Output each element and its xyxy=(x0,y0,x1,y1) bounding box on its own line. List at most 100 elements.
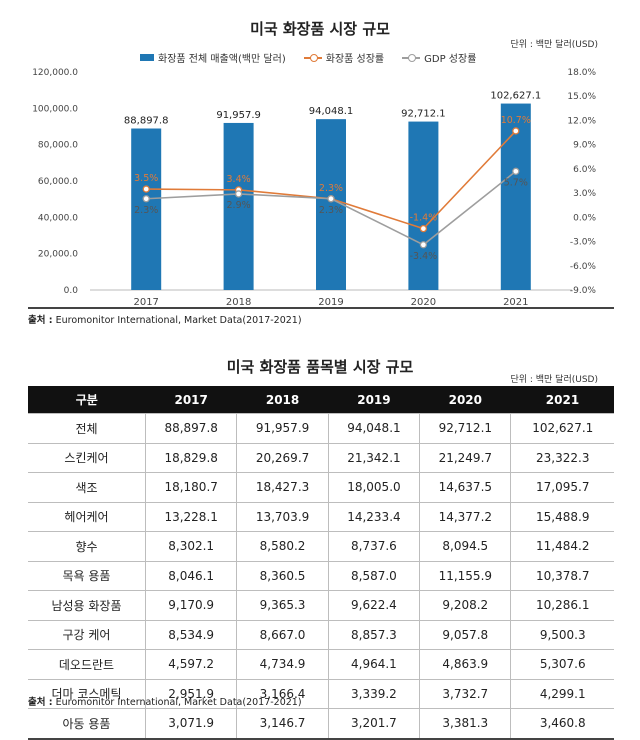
table-row: 아동 용품 3,071.9 3,146.7 3,201.7 3,381.3 3,460.8 xyxy=(28,708,614,740)
source-text: Euromonitor International, Market Data(2… xyxy=(52,315,302,326)
table-cell: 8,094.5 xyxy=(419,531,511,561)
line1-data-label: 3.4% xyxy=(227,174,251,185)
source-label: 출처 : xyxy=(28,697,53,708)
table-cell: 21,249.7 xyxy=(419,442,511,473)
table-header-cell: 2019 xyxy=(328,386,420,414)
chart-legend: 화장품 전체 매출액(백만 달러) 화장품 성장률 GDP 성장률 xyxy=(140,50,476,65)
table-header-row: 구분 2017 2018 2019 2020 2021 xyxy=(28,386,614,414)
table-row: 목욕 용품 8,046.1 8,360.5 8,587.0 11,155.9 10,378… xyxy=(28,560,614,591)
x-tick-label: 2020 xyxy=(411,297,436,308)
table-header-cell: 2018 xyxy=(236,386,329,414)
table-cell: 8,587.0 xyxy=(327,560,420,591)
table-cell: 4,597.2 xyxy=(144,649,237,679)
y-right-tick-label: 15.0% xyxy=(567,92,596,102)
bar-data-label: 92,712.1 xyxy=(401,109,446,120)
table-cell: 9,208.2 xyxy=(419,590,511,620)
y-left-tick-label: 100,000.0 xyxy=(32,104,78,114)
line2-data-label: 5.7% xyxy=(504,177,528,188)
table-source: 출처 : Euromonitor International, Market D… xyxy=(28,694,302,708)
table-cell: 3,339.2 xyxy=(327,678,420,709)
table-row-label: 더마 코스메틱 xyxy=(28,678,146,709)
bar-data-label: 91,957.9 xyxy=(216,110,261,121)
table-cell: 3,201.7 xyxy=(327,708,420,740)
table-cell: 102,627.1 xyxy=(510,413,614,443)
y-right-tick-label: 18.0% xyxy=(567,68,596,78)
table-cell: 4,299.1 xyxy=(510,678,614,709)
table-cell: 15,488.9 xyxy=(510,501,614,532)
table-cell: 14,637.5 xyxy=(419,472,511,502)
legend-item-bar: 화장품 전체 매출액(백만 달러) xyxy=(140,50,286,65)
chart-source-divider xyxy=(28,307,614,309)
bar-data-label: 102,627.1 xyxy=(490,91,541,102)
line2-data-label: -3.4% xyxy=(410,251,438,262)
table-cell: 92,712.1 xyxy=(419,413,511,443)
bar-data-label: 94,048.1 xyxy=(309,106,354,117)
table-cell: 3,071.9 xyxy=(144,708,237,740)
y-left-tick-label: 80,000.0 xyxy=(38,141,78,151)
series-point xyxy=(234,190,243,198)
table-cell: 9,170.9 xyxy=(144,590,237,620)
table-row: 데오드란트 4,597.2 4,734.9 4,964.1 4,863.9 5,307.6 xyxy=(28,649,614,679)
legend-label-line1: 화장품 성장률 xyxy=(325,54,385,65)
y-right-tick-label: 6.0% xyxy=(573,165,596,175)
legend-label-bar: 화장품 전체 매출액(백만 달러) xyxy=(158,54,286,65)
table-row-label: 구강 케어 xyxy=(28,619,146,650)
table-row: 더마 코스메틱 2,951.9 3,166.4 3,339.2 3,732.7 4,299… xyxy=(28,678,614,709)
table-cell: 4,734.9 xyxy=(236,649,329,679)
x-tick-label: 2017 xyxy=(133,297,158,308)
series-point xyxy=(419,224,428,233)
series-point xyxy=(142,195,150,203)
legend-swatch-line2 xyxy=(402,53,421,63)
table-cell: 10,378.7 xyxy=(510,560,614,591)
table-unit: 단위 : 백만 달러(USD) xyxy=(510,375,598,385)
table-cell: 3,381.3 xyxy=(419,708,511,740)
table-cell: 14,377.2 xyxy=(419,501,511,532)
legend-item-line2: GDP 성장률 xyxy=(402,50,476,65)
table-row: 구강 케어 8,534.9 8,667.0 8,857.3 9,057.8 9,500.3 xyxy=(28,619,614,650)
table-cell: 10,286.1 xyxy=(510,590,614,620)
bar xyxy=(131,128,162,290)
series-point xyxy=(142,185,150,193)
table-row-label: 남성용 화장품 xyxy=(28,590,146,620)
table-row-label: 데오드란트 xyxy=(28,649,146,679)
table-row-label: 색조 xyxy=(28,472,146,502)
table-cell: 18,180.7 xyxy=(144,472,237,502)
table-cell: 8,580.2 xyxy=(236,531,329,561)
table-cell: 8,046.1 xyxy=(144,560,237,591)
table-row: 전체 88,897.8 91,957.9 94,048.1 92,712.1 102,62… xyxy=(28,413,614,443)
y-left-tick-label: 40,000.0 xyxy=(38,213,78,223)
line1-data-label: 2.3% xyxy=(319,183,343,194)
table-cell: 2,951.9 xyxy=(144,678,237,709)
table-header-cell: 2021 xyxy=(510,386,614,414)
table-cell: 8,360.5 xyxy=(236,560,329,591)
legend-swatch-bar xyxy=(140,54,154,61)
source-text: Euromonitor International, Market Data(2… xyxy=(52,697,302,708)
market-table: 구분 2017 2018 2019 2020 2021 전체 88,897.8 91… xyxy=(28,386,614,740)
series-point xyxy=(512,167,520,175)
legend-item-line1: 화장품 성장률 xyxy=(303,50,385,65)
series-point xyxy=(419,241,428,249)
table-cell: 8,667.0 xyxy=(236,619,329,650)
table-cell: 9,057.8 xyxy=(419,619,511,650)
x-tick-label: 2019 xyxy=(318,297,343,308)
line1-data-label: 3.5% xyxy=(134,173,158,184)
line1-data-label: 10.7% xyxy=(501,115,531,126)
y-left-tick-label: 120,000.0 xyxy=(32,68,78,78)
table-cell: 21,342.1 xyxy=(327,442,420,473)
table-cell: 18,005.0 xyxy=(327,472,420,502)
table-cell: 3,166.4 xyxy=(236,678,329,709)
table-cell: 18,427.3 xyxy=(236,472,329,502)
table-cell: 20,269.7 xyxy=(236,442,329,473)
line2-data-label: 2.9% xyxy=(227,200,251,211)
table-cell: 3,146.7 xyxy=(236,708,329,740)
table-row: 향수 8,302.1 8,580.2 8,737.6 8,094.5 11,484.2 xyxy=(28,531,614,561)
series-point xyxy=(512,127,520,135)
table-cell: 8,737.6 xyxy=(327,531,420,561)
table-cell: 23,322.3 xyxy=(510,442,614,473)
table-cell: 9,500.3 xyxy=(510,619,614,650)
table-cell: 9,365.3 xyxy=(236,590,329,620)
table-cell: 3,732.7 xyxy=(419,678,511,709)
table-cell: 4,964.1 xyxy=(327,649,420,679)
table-cell: 8,534.9 xyxy=(144,619,237,650)
bar xyxy=(223,122,254,290)
